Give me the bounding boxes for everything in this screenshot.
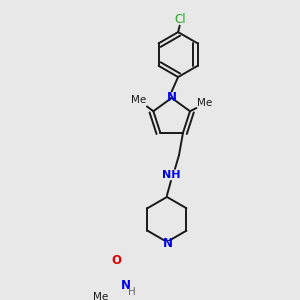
Text: NH: NH [162,170,180,180]
Text: Me: Me [93,292,108,300]
Text: N: N [163,237,173,250]
Text: O: O [111,254,122,267]
Text: Me: Me [197,98,212,108]
Text: Cl: Cl [174,13,185,26]
Text: H: H [128,287,136,297]
Text: N: N [121,279,131,292]
Text: N: N [167,91,177,103]
Text: Me: Me [131,95,146,105]
